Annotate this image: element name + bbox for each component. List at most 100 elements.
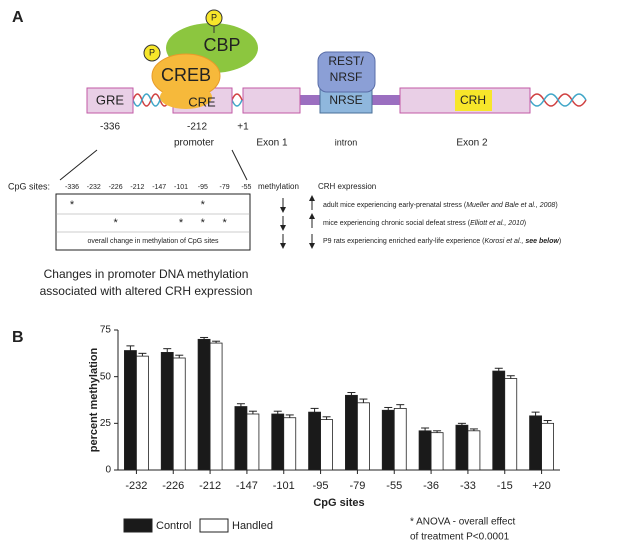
bar xyxy=(124,350,137,471)
region: Exon 2 xyxy=(456,138,488,149)
cpg-site: -226 xyxy=(109,184,123,191)
study-text: P9 rats experiencing enriched early-life… xyxy=(323,238,485,245)
bar xyxy=(492,370,506,471)
bar xyxy=(320,419,333,471)
study-end: ) xyxy=(559,238,561,245)
bar xyxy=(136,355,149,471)
x-tick-label: -95 xyxy=(313,480,329,492)
region: Exon 1 xyxy=(256,138,288,149)
panel-label: A xyxy=(12,9,24,26)
bar xyxy=(234,406,248,471)
y-tick-label: 50 xyxy=(100,371,112,382)
y-axis-label: percent methylation xyxy=(88,347,100,452)
cpg-site: -232 xyxy=(87,184,101,191)
study: P9 rats experiencing enriched early-life… xyxy=(323,238,561,245)
zoom-line xyxy=(59,149,98,181)
study: mice experiencing chronic social defeat … xyxy=(323,220,526,227)
bar xyxy=(271,413,285,471)
bar xyxy=(455,424,469,471)
star: * xyxy=(113,217,118,229)
x-tick-label: +20 xyxy=(532,480,551,492)
annotation: * ANOVA - overall effect xyxy=(410,517,515,528)
cpg-site: -79 xyxy=(220,184,230,191)
study-end: ) xyxy=(555,202,557,209)
x-axis-label: CpG sites xyxy=(313,497,364,509)
bar xyxy=(197,338,211,471)
legend-swatch xyxy=(123,518,153,533)
star: * xyxy=(201,217,206,229)
panel-label: B xyxy=(12,329,24,346)
region: intron xyxy=(335,137,358,147)
star: * xyxy=(179,217,184,229)
star: * xyxy=(222,217,227,229)
legend-label: Control xyxy=(156,520,191,532)
rest-label: NRSF xyxy=(330,70,363,84)
x-tick-label: -226 xyxy=(162,480,184,492)
x-tick-label: -79 xyxy=(349,480,365,492)
cpg-site: -101 xyxy=(174,184,188,191)
bar xyxy=(430,432,444,471)
creb-label: CREB xyxy=(161,65,211,85)
rest xyxy=(317,51,376,93)
p-label: P xyxy=(149,47,155,57)
x-tick-label: -212 xyxy=(199,480,221,492)
annotation: of treatment P<0.0001 xyxy=(410,532,510,543)
study-cite: Elliott et al., 2010 xyxy=(470,220,524,227)
position: -336 xyxy=(100,122,120,133)
phospho xyxy=(143,44,161,62)
cbp-label: CBP xyxy=(203,35,240,55)
bar xyxy=(529,415,542,471)
expression-header: CRH expression xyxy=(318,182,376,191)
study-text: mice experiencing chronic social defeat … xyxy=(323,220,471,227)
rest-label: REST/ xyxy=(328,54,364,68)
legend-swatch xyxy=(199,518,229,533)
star: * xyxy=(201,199,206,211)
region: promoter xyxy=(174,138,215,149)
y-tick-label: 75 xyxy=(100,325,112,336)
bar xyxy=(418,430,432,471)
bar xyxy=(504,378,518,471)
caption: Changes in promoter DNA methylation xyxy=(44,267,249,281)
zoom-line xyxy=(231,149,248,181)
arrows xyxy=(280,195,315,249)
table-summary: overall change in methylation of CpG sit… xyxy=(87,238,219,245)
cpg-row-label: CpG sites: xyxy=(8,181,50,191)
cpg-site: -212 xyxy=(130,184,144,191)
creb-base xyxy=(160,85,212,109)
x-tick-label: -55 xyxy=(386,480,402,492)
cpg-site: -55 xyxy=(241,184,251,191)
cpg-site: -95 xyxy=(198,184,208,191)
y-tick-label: 0 xyxy=(105,465,111,476)
cpg-site: -147 xyxy=(152,184,166,191)
y-tick-label: 25 xyxy=(100,418,112,429)
position: -212 xyxy=(187,122,207,133)
x-tick-label: -36 xyxy=(423,480,439,492)
bar xyxy=(308,411,321,471)
bar xyxy=(541,422,554,471)
bar xyxy=(393,407,407,471)
study-end: ) xyxy=(524,220,526,227)
bar xyxy=(172,357,186,471)
star: * xyxy=(70,199,75,211)
x-tick-label: -147 xyxy=(236,480,258,492)
nrse-label: NRSE xyxy=(329,93,362,107)
bar xyxy=(467,430,481,471)
gre-label: GRE xyxy=(96,92,125,107)
bar xyxy=(209,342,223,471)
crh-label: CRH xyxy=(460,93,486,107)
cre-label: CRE xyxy=(188,94,216,109)
x-tick-label: -101 xyxy=(273,480,295,492)
bar xyxy=(345,394,358,471)
position: +1 xyxy=(237,122,249,133)
bar xyxy=(357,402,370,471)
x-tick-label: -232 xyxy=(125,480,147,492)
bar xyxy=(246,413,260,471)
cpg-site: -336 xyxy=(65,184,79,191)
study-bold: see below xyxy=(525,238,559,245)
p-label: P xyxy=(211,12,217,22)
methylation-header: methylation xyxy=(258,182,299,191)
study: adult mice experiencing early-prenatal s… xyxy=(323,202,558,209)
study-text: adult mice experiencing early-prenatal s… xyxy=(323,202,467,209)
bar xyxy=(160,351,174,471)
